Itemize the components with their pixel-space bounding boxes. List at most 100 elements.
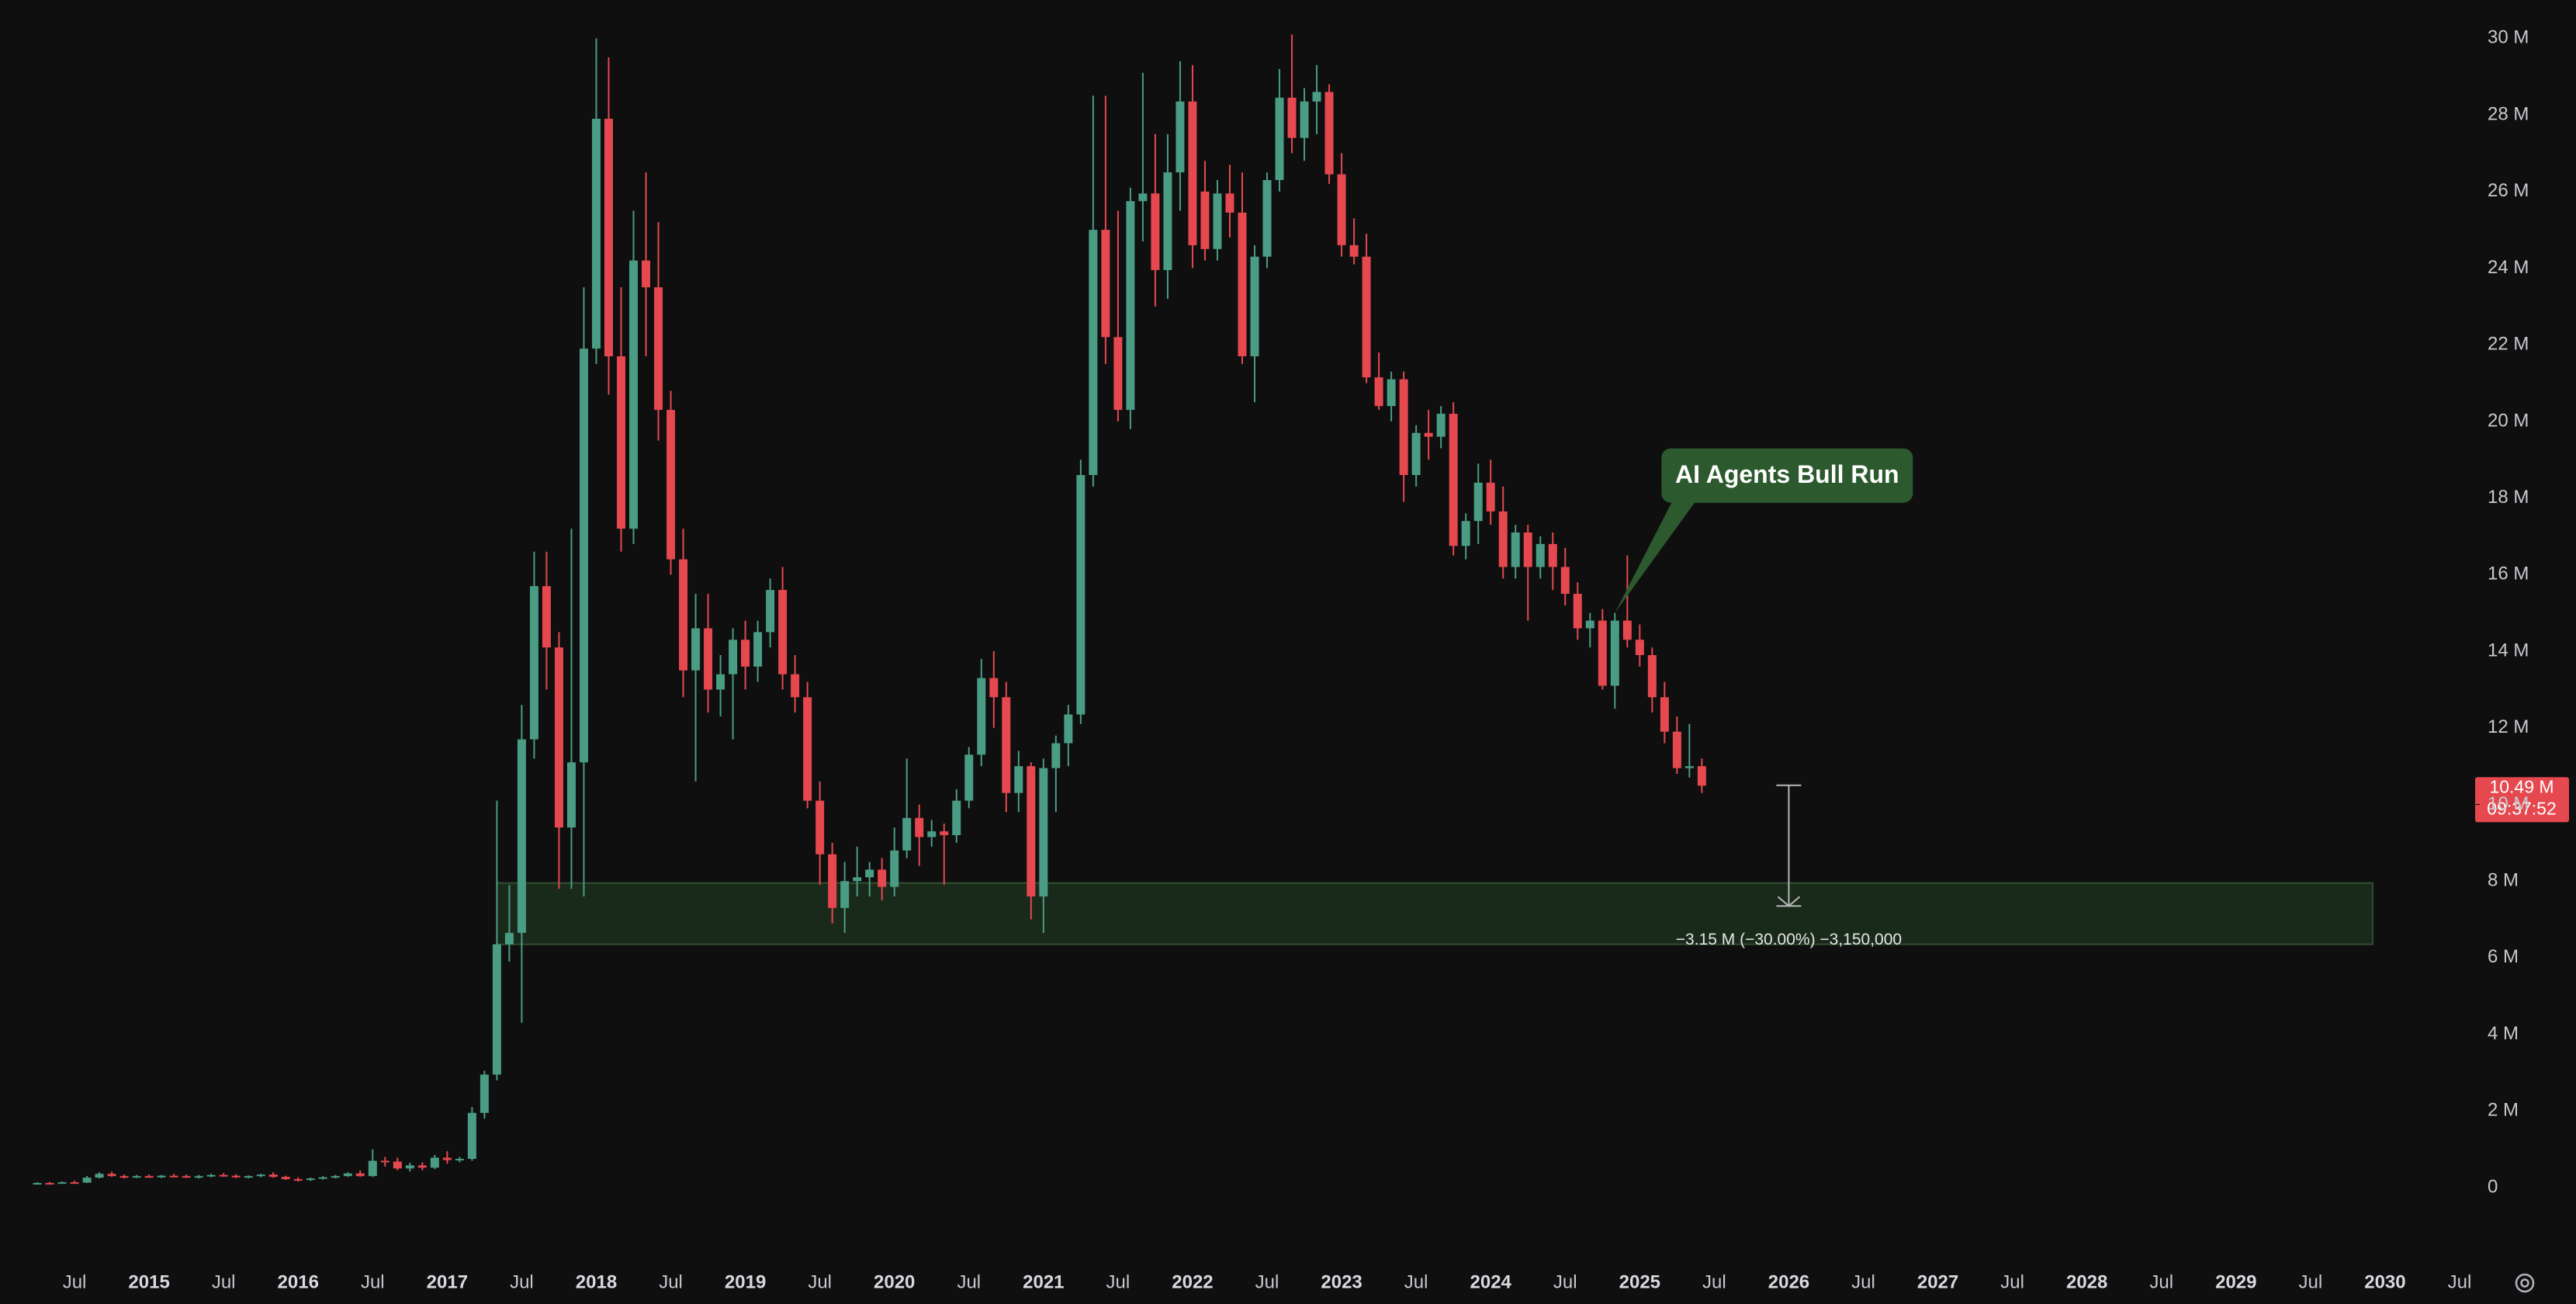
candle-body bbox=[331, 1176, 340, 1178]
candle-body bbox=[529, 586, 538, 740]
candle-body bbox=[1672, 731, 1681, 768]
candle-body bbox=[1089, 230, 1098, 476]
candle-body bbox=[977, 678, 986, 755]
x-tick-label: Jul bbox=[808, 1271, 832, 1292]
candle-body bbox=[1076, 475, 1085, 715]
candle-body bbox=[1175, 101, 1185, 173]
x-tick-label: Jul bbox=[2448, 1271, 2472, 1292]
x-tick-label: 2015 bbox=[128, 1271, 169, 1292]
measure-arrow bbox=[1776, 896, 1802, 907]
settings-icon-core bbox=[2520, 1278, 2529, 1288]
candle-body bbox=[1536, 543, 1545, 567]
candle-body bbox=[33, 1183, 42, 1185]
candle-body bbox=[1411, 432, 1421, 476]
price-tag bbox=[2475, 777, 2569, 823]
candle-body bbox=[1697, 766, 1706, 786]
candle-body bbox=[306, 1178, 315, 1181]
y-tick-label: 30 M bbox=[2488, 27, 2529, 48]
candle-body bbox=[1051, 743, 1061, 768]
candle-body bbox=[952, 800, 961, 835]
candle-body bbox=[95, 1174, 104, 1178]
candle-body bbox=[878, 869, 887, 887]
candle-body bbox=[1101, 230, 1110, 338]
x-tick-label: Jul bbox=[2000, 1271, 2024, 1292]
candle-body bbox=[70, 1182, 79, 1184]
candle-body bbox=[753, 632, 763, 667]
candle-body bbox=[1523, 532, 1532, 567]
x-tick-label: 2016 bbox=[278, 1271, 319, 1292]
candle-body bbox=[1635, 640, 1644, 655]
candle-body bbox=[1113, 337, 1123, 411]
x-tick-label: 2019 bbox=[725, 1271, 766, 1292]
y-tick-label: 26 M bbox=[2488, 180, 2529, 201]
candle-body bbox=[1585, 620, 1594, 629]
annotation-text: AI Agents Bull Run bbox=[1675, 460, 1899, 488]
x-tick-label: Jul bbox=[510, 1271, 534, 1292]
candle-body bbox=[107, 1174, 116, 1177]
candle-body bbox=[430, 1157, 439, 1168]
candle-body bbox=[964, 754, 974, 801]
candle-body bbox=[617, 356, 626, 529]
x-tick-label: Jul bbox=[1255, 1271, 1279, 1292]
y-tick-label: 22 M bbox=[2488, 334, 2529, 355]
candle-body bbox=[1573, 594, 1582, 629]
candle-body bbox=[691, 628, 701, 671]
candle-body bbox=[1560, 567, 1570, 595]
candle-body bbox=[355, 1173, 365, 1177]
y-tick-label: 14 M bbox=[2488, 640, 2529, 661]
candle-body bbox=[492, 944, 501, 1075]
candle-body bbox=[1151, 193, 1160, 270]
candle-body bbox=[815, 800, 825, 855]
candle-body bbox=[890, 850, 899, 887]
price-tag-countdown: 09:37:52 bbox=[2487, 798, 2557, 818]
x-tick-label: Jul bbox=[361, 1271, 385, 1292]
price-tag-label: 10.49 M bbox=[2489, 776, 2553, 796]
candle-body bbox=[1362, 256, 1371, 378]
x-tick-label: 2025 bbox=[1619, 1271, 1660, 1292]
candle-body bbox=[1014, 766, 1023, 793]
candle-body bbox=[940, 831, 949, 835]
candle-body bbox=[554, 647, 563, 828]
candle-body bbox=[1126, 201, 1135, 411]
x-tick-label: Jul bbox=[2149, 1271, 2173, 1292]
y-tick-label: 28 M bbox=[2488, 103, 2529, 124]
y-tick-label: 6 M bbox=[2488, 946, 2519, 967]
y-tick-label: 16 M bbox=[2488, 564, 2529, 584]
candle-body bbox=[803, 697, 812, 801]
candle-body bbox=[1647, 654, 1657, 698]
settings-button[interactable] bbox=[2515, 1273, 2535, 1293]
candle-body bbox=[256, 1174, 265, 1177]
candle-body bbox=[82, 1177, 92, 1183]
x-tick-label: 2027 bbox=[1917, 1271, 1958, 1292]
candle-body bbox=[1200, 191, 1210, 249]
x-tick-label: 2022 bbox=[1172, 1271, 1213, 1292]
candle-body bbox=[293, 1179, 303, 1181]
candle-body bbox=[542, 586, 551, 648]
candle-body bbox=[1300, 101, 1309, 138]
candle-body bbox=[1660, 697, 1669, 732]
y-tick-label: 2 M bbox=[2488, 1100, 2519, 1121]
candle-body bbox=[1598, 620, 1607, 686]
candle-body bbox=[405, 1165, 414, 1169]
candle-body bbox=[1188, 101, 1197, 245]
candle-body bbox=[1374, 377, 1383, 407]
candle-body bbox=[679, 559, 688, 671]
candle-body bbox=[1511, 532, 1520, 567]
candle-body bbox=[244, 1176, 253, 1178]
candle-body bbox=[1138, 193, 1148, 202]
x-tick-label: Jul bbox=[957, 1271, 981, 1292]
candle-body bbox=[1225, 193, 1234, 213]
candle-body bbox=[865, 869, 874, 878]
x-tick-label: Jul bbox=[212, 1271, 236, 1292]
candle-body bbox=[766, 590, 775, 633]
candle-body bbox=[281, 1177, 290, 1180]
candle-body bbox=[1262, 179, 1272, 257]
candle-body bbox=[119, 1176, 129, 1178]
candle-body bbox=[45, 1183, 54, 1185]
candle-body bbox=[1436, 414, 1446, 437]
support-zone bbox=[496, 882, 2373, 945]
candle-body bbox=[455, 1159, 464, 1161]
candle-body bbox=[1250, 256, 1259, 357]
candle-body bbox=[343, 1173, 352, 1177]
